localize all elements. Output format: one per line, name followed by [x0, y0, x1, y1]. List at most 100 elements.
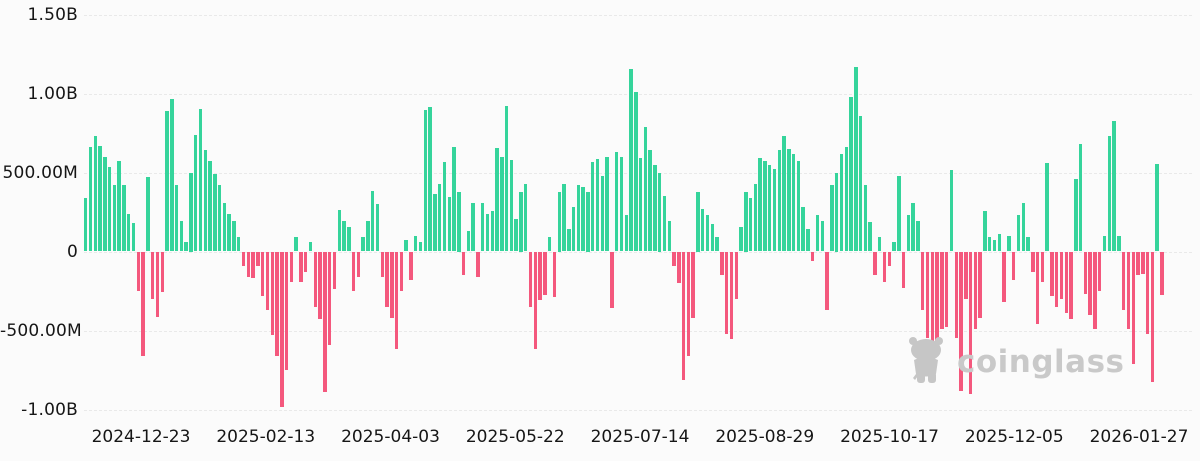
- bar[interactable]: [681, 251, 686, 380]
- bar[interactable]: [901, 251, 906, 288]
- bar[interactable]: [854, 66, 858, 252]
- bar[interactable]: [906, 215, 911, 252]
- bar[interactable]: [433, 193, 437, 252]
- bar[interactable]: [988, 237, 992, 252]
- bar[interactable]: [308, 242, 313, 252]
- bar[interactable]: [677, 251, 681, 284]
- bar[interactable]: [1131, 251, 1135, 364]
- bar[interactable]: [801, 207, 805, 252]
- bar[interactable]: [174, 185, 179, 252]
- bar[interactable]: [524, 183, 528, 252]
- bar[interactable]: [337, 209, 341, 252]
- bar[interactable]: [194, 134, 198, 252]
- bar[interactable]: [720, 251, 724, 276]
- bar[interactable]: [1141, 251, 1145, 274]
- bar[interactable]: [935, 251, 939, 353]
- bar[interactable]: [686, 251, 691, 356]
- bar[interactable]: [734, 251, 738, 299]
- bar[interactable]: [375, 204, 380, 252]
- bar[interactable]: [423, 109, 428, 252]
- bar[interactable]: [1112, 121, 1116, 252]
- bar[interactable]: [614, 152, 619, 252]
- bar[interactable]: [476, 251, 480, 277]
- bar[interactable]: [744, 192, 748, 252]
- bar[interactable]: [514, 218, 518, 252]
- bar[interactable]: [605, 157, 609, 252]
- bar[interactable]: [203, 150, 208, 252]
- bar[interactable]: [921, 251, 925, 310]
- bar[interactable]: [1040, 251, 1045, 282]
- bar[interactable]: [533, 251, 538, 349]
- bar[interactable]: [409, 251, 413, 280]
- bar[interactable]: [318, 251, 322, 320]
- bar[interactable]: [208, 160, 212, 252]
- bar[interactable]: [1069, 251, 1073, 320]
- bar[interactable]: [457, 192, 461, 252]
- bar[interactable]: [1160, 251, 1164, 296]
- bar[interactable]: [825, 251, 829, 311]
- bar[interactable]: [418, 242, 423, 252]
- bar[interactable]: [141, 251, 145, 356]
- bar[interactable]: [170, 99, 174, 252]
- bar[interactable]: [227, 213, 231, 252]
- bar[interactable]: [184, 242, 188, 252]
- bar[interactable]: [466, 230, 471, 252]
- bar[interactable]: [294, 237, 298, 252]
- bar[interactable]: [777, 150, 781, 252]
- bar[interactable]: [1136, 251, 1140, 276]
- bar[interactable]: [964, 251, 968, 299]
- bar[interactable]: [1050, 251, 1054, 296]
- bar[interactable]: [705, 215, 710, 252]
- bar[interactable]: [571, 207, 576, 252]
- bar[interactable]: [834, 172, 839, 252]
- bar[interactable]: [1098, 251, 1102, 291]
- bar[interactable]: [839, 153, 844, 252]
- bar[interactable]: [1078, 143, 1083, 252]
- bar[interactable]: [88, 147, 93, 252]
- bar[interactable]: [351, 251, 356, 291]
- bar[interactable]: [772, 169, 777, 252]
- bar[interactable]: [767, 165, 772, 252]
- bar[interactable]: [624, 215, 628, 252]
- bar[interactable]: [911, 202, 915, 252]
- bar[interactable]: [1121, 251, 1126, 311]
- bar[interactable]: [782, 136, 786, 252]
- bar[interactable]: [179, 220, 184, 252]
- bar[interactable]: [868, 222, 872, 252]
- bar[interactable]: [370, 191, 375, 252]
- bar[interactable]: [815, 215, 820, 252]
- bar[interactable]: [1002, 251, 1006, 303]
- bar[interactable]: [1083, 251, 1088, 294]
- bar[interactable]: [504, 105, 509, 252]
- bar[interactable]: [304, 251, 308, 273]
- bar[interactable]: [806, 228, 810, 252]
- bar[interactable]: [916, 220, 920, 252]
- bar[interactable]: [481, 202, 485, 252]
- bar[interactable]: [452, 146, 456, 252]
- bar[interactable]: [122, 185, 126, 252]
- bar[interactable]: [619, 157, 624, 252]
- bar[interactable]: [959, 251, 963, 391]
- bar[interactable]: [1145, 251, 1150, 334]
- bar[interactable]: [399, 251, 404, 291]
- bar[interactable]: [978, 251, 982, 318]
- bar[interactable]: [428, 107, 432, 252]
- bar[interactable]: [701, 208, 705, 252]
- bar[interactable]: [265, 251, 270, 311]
- bar[interactable]: [634, 91, 638, 252]
- bar[interactable]: [136, 251, 141, 291]
- bar[interactable]: [992, 240, 997, 252]
- bar[interactable]: [863, 185, 868, 252]
- bar[interactable]: [643, 126, 648, 252]
- bar[interactable]: [576, 185, 581, 252]
- bar[interactable]: [696, 192, 700, 252]
- bar[interactable]: [949, 170, 954, 252]
- bar[interactable]: [103, 157, 107, 252]
- bar[interactable]: [213, 174, 217, 252]
- bar[interactable]: [600, 175, 605, 252]
- bar[interactable]: [1155, 163, 1159, 252]
- bar[interactable]: [98, 145, 102, 252]
- bar[interactable]: [404, 240, 408, 252]
- bar[interactable]: [882, 251, 887, 282]
- bar[interactable]: [1102, 236, 1107, 252]
